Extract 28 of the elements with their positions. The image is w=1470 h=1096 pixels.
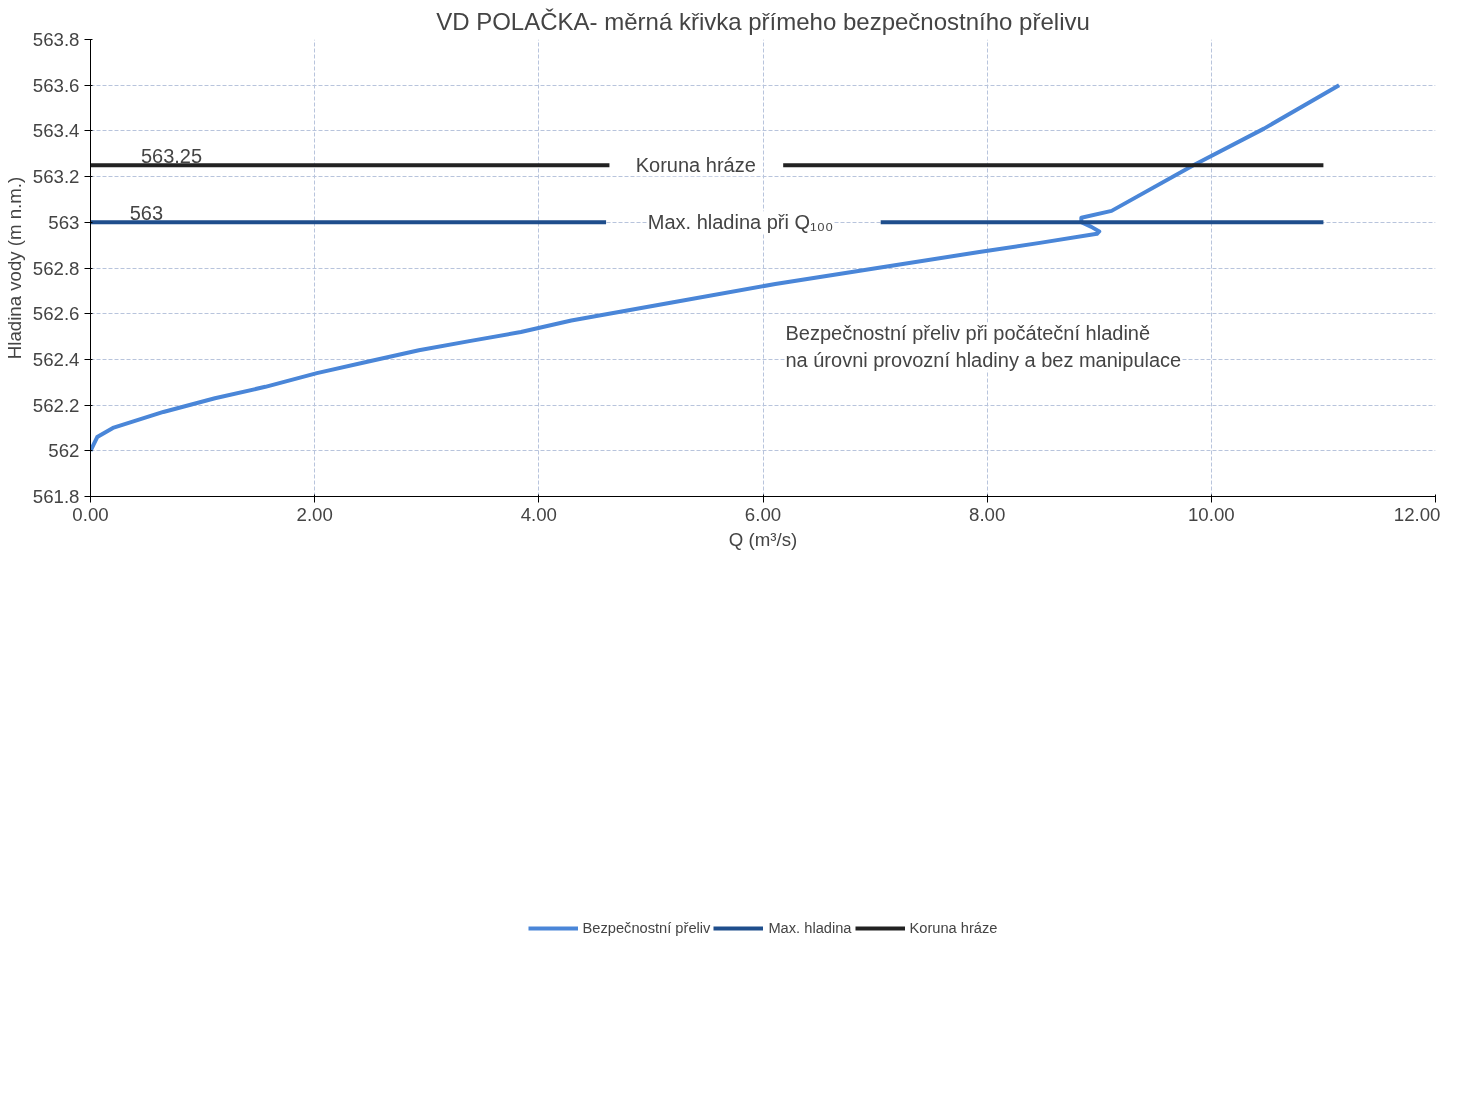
legend-label: Koruna hráze — [909, 920, 998, 936]
annotation: Max. hladina při Q₁₀₀ — [647, 211, 834, 234]
x-tick-label: 6.00 — [744, 503, 782, 525]
annotation: 563 — [129, 202, 164, 225]
x-tick-label: 12.00 — [1393, 503, 1441, 525]
annotation: Bezpečnostní přeliv při počáteční hladině na úrovni provozní hladiny a bez manipulace — [785, 322, 1182, 371]
legend-label: Max. hladina — [768, 920, 852, 936]
annotation: Koruna hráze — [635, 154, 756, 177]
y-tick-label: 563 — [48, 211, 80, 233]
x-tick-label: 8.00 — [969, 503, 1006, 525]
y-tick-label: 563.8 — [32, 29, 80, 50]
line-series — [90, 83, 1342, 453]
y-tick-label: 563.2 — [32, 166, 80, 188]
y-tick-label: 562.6 — [32, 303, 80, 325]
y-tick-label: 562 — [48, 440, 80, 462]
x-tick-label: 10.00 — [1187, 503, 1235, 525]
y-tick-label: 562.8 — [32, 257, 80, 279]
legend-label: Bezpečnostní přeliv — [582, 920, 711, 936]
chart-title: VD POLAČKA- měrná křivka přímeho bezpečnostního přelivu — [436, 7, 1090, 35]
y-axis-title: Hladina vody (m n.m.) — [3, 176, 25, 360]
y-tick-label: 563.4 — [32, 120, 80, 142]
y-tick-label: 562.4 — [32, 348, 80, 370]
y-tick-label: 562.2 — [32, 394, 80, 416]
annotation: 563.25 — [140, 145, 203, 168]
x-tick-label: 2.00 — [296, 503, 333, 525]
y-tick-label: 563.6 — [32, 74, 80, 96]
x-tick-label: 4.00 — [520, 503, 557, 525]
x-axis-title: Q (m³/s) — [728, 528, 798, 550]
